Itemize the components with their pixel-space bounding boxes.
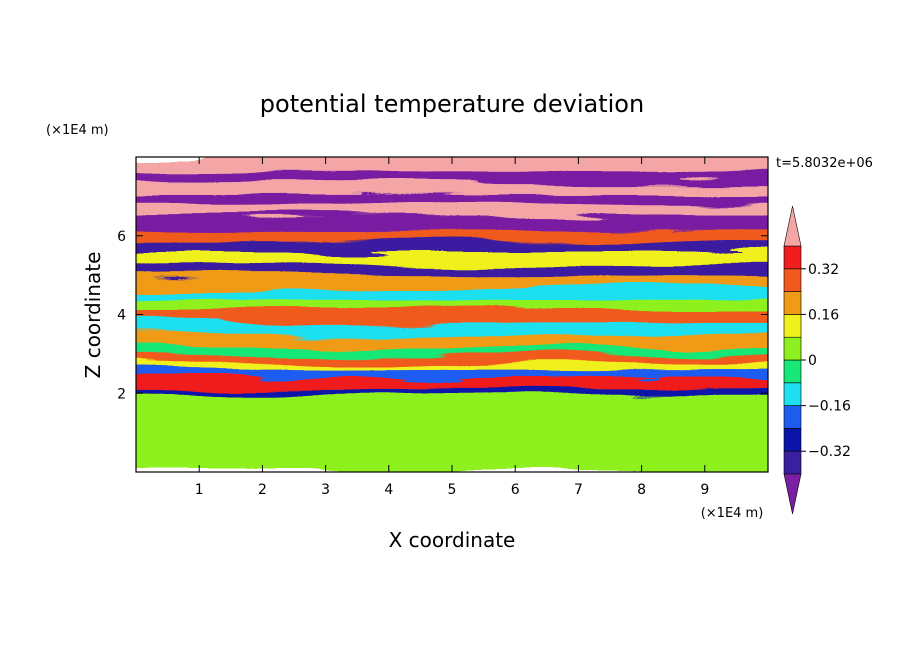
colorbar-segment [783,245,802,270]
contour-band [136,297,768,312]
contour-band [136,191,768,206]
colorbar-segment [783,382,802,406]
contour-band [136,360,768,371]
colorbar-segment [783,268,802,292]
contour-band [136,368,768,379]
contour-band [136,309,768,324]
y-axis-label: Z coordinate [81,252,105,379]
colorbar-segment [783,336,802,361]
x-tick-label: 8 [637,482,646,498]
contour-band [136,321,768,336]
colorbar-segment [783,405,802,429]
colorbar-segment [783,291,802,315]
colorbar-tick-label: −0.16 [808,399,851,415]
x-tick-label: 4 [384,482,393,498]
colorbar-segment [783,359,802,384]
colorbar-min-extension [783,473,802,515]
contour-band [136,345,768,355]
x-tick-label: 1 [195,482,204,498]
y-tick-label: 4 [117,308,126,324]
colorbar-tick-label: −0.32 [808,444,851,460]
contour-band [136,392,768,407]
x-axis: 1 2 3 4 5 6 7 8 9 [195,157,709,498]
colorbar-tick-label: 0.32 [808,262,839,278]
y-axis: 2 4 6 [117,229,768,402]
contour-band [136,203,768,218]
colorbar: 0.32 0.16 0 −0.16 −0.32 [783,205,851,515]
chart-title: potential temperature deviation [260,90,644,118]
contour-band [136,250,768,265]
x-tick-label: 7 [574,482,583,498]
contour-band [136,404,768,426]
y-axis-unit: (×1E4 m) [46,123,109,138]
colorbar-max-extension [783,205,802,247]
colorbar-tick-label: 0 [808,353,817,369]
x-tick-label: 9 [700,482,709,498]
x-axis-unit: (×1E4 m) [701,506,764,521]
time-stamp: t=5.8032e+06 [776,156,873,171]
contour-band [136,274,768,288]
contour-band [136,238,768,253]
x-tick-label: 6 [511,482,520,498]
contour-band [136,179,768,194]
plot-area [136,157,768,472]
contour-band [136,167,768,182]
contour-field [136,157,768,472]
colorbar-segment [783,428,802,452]
y-tick-label: 2 [117,386,126,402]
x-tick-label: 2 [258,482,267,498]
contour-band [136,352,768,363]
contour-band [136,215,768,229]
y-tick-label: 6 [117,229,126,245]
contour-band [136,333,768,347]
colorbar-tick-label: 0.16 [808,307,839,323]
x-axis-label: X coordinate [389,528,516,552]
colorbar-segment [783,450,802,475]
contour-band [136,226,768,241]
x-tick-label: 5 [448,482,457,498]
colorbar-segment [783,314,802,338]
contour-band [136,285,768,300]
x-tick-label: 3 [321,482,330,498]
contour-band [136,423,768,450]
contour-band [136,376,768,387]
contour-band [136,262,768,277]
contour-band [136,384,768,395]
